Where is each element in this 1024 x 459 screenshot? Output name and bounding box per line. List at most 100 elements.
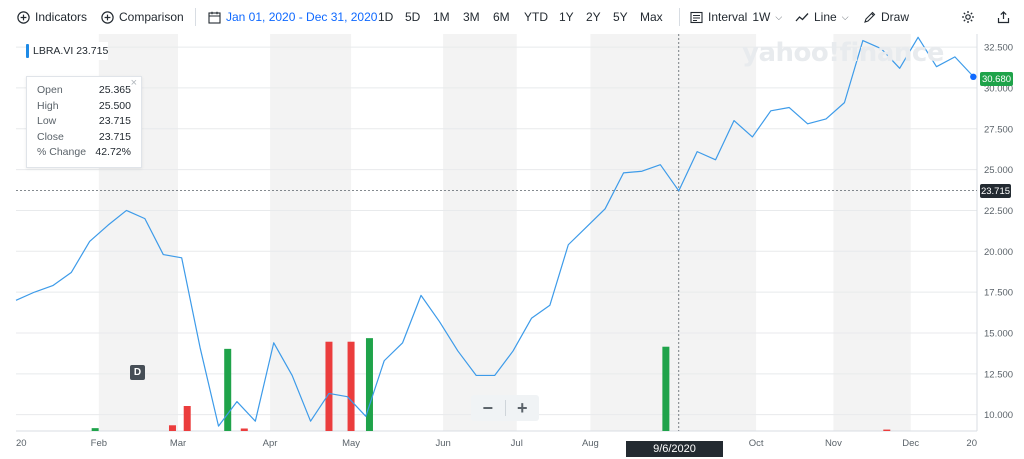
y-tick-label: 15.000 xyxy=(984,328,1013,339)
volume-bar xyxy=(168,425,176,431)
ticker-symbol: LBRA.VI xyxy=(33,45,74,57)
y-tick-label: 22.500 xyxy=(984,206,1013,217)
chart-toolbar: Indicators Comparison Jan 01, 2020 - Dec… xyxy=(0,0,1024,34)
month-band xyxy=(270,34,352,431)
range-5d-button[interactable]: 5D xyxy=(405,10,421,24)
volume-bar xyxy=(662,346,670,431)
toolbar-divider xyxy=(679,8,680,26)
x-tick-label: 20 xyxy=(16,438,27,449)
volume-bars xyxy=(91,338,891,431)
y-tick-label: 20.000 xyxy=(984,247,1013,258)
info-row-open: Open 25.365 xyxy=(37,83,131,99)
volume-bar xyxy=(883,429,891,431)
plus-circle-icon xyxy=(100,10,114,24)
range-max-button[interactable]: Max xyxy=(640,10,663,24)
info-label: Close xyxy=(37,130,64,143)
yahoo-finance-watermark: yahoo!finance xyxy=(742,38,944,68)
zoom-in-button[interactable]: + xyxy=(516,397,528,418)
interval-icon xyxy=(689,10,703,24)
comparison-button[interactable]: Comparison xyxy=(100,10,184,24)
zoom-control: − + xyxy=(471,395,539,421)
x-tick-label: Dec xyxy=(902,438,919,449)
info-label: Low xyxy=(37,115,57,127)
volume-bar xyxy=(224,348,232,431)
interval-value: 1W xyxy=(752,10,771,24)
range-ytd-button[interactable]: YTD xyxy=(524,10,548,24)
month-band xyxy=(833,34,911,431)
x-tick-label: Nov xyxy=(825,438,842,449)
info-value: 23.715 xyxy=(98,130,131,143)
volume-bar xyxy=(183,406,191,431)
y-tick-label: 17.500 xyxy=(984,288,1013,299)
y-tick-label: 25.000 xyxy=(984,165,1013,176)
line-label: Line xyxy=(814,10,837,24)
indicators-label: Indicators xyxy=(35,10,88,24)
series-color-swatch xyxy=(26,44,29,58)
x-tick-label: 20 xyxy=(966,438,977,449)
volume-bar xyxy=(240,428,248,431)
month-band xyxy=(443,34,517,431)
x-tick-label: Aug xyxy=(582,438,599,449)
dividend-marker[interactable]: D xyxy=(130,365,145,380)
x-tick-label: Oct xyxy=(749,438,764,449)
volume-bar xyxy=(91,428,99,431)
info-label: Open xyxy=(37,84,63,96)
volume-bar xyxy=(365,338,373,431)
month-bands xyxy=(98,34,911,431)
interval-label: Interval xyxy=(708,10,748,24)
pencil-icon xyxy=(862,10,876,24)
price-series xyxy=(15,36,977,427)
line-chart-icon xyxy=(795,10,809,24)
ticker-chip[interactable]: LBRA.VI 23.715 xyxy=(26,42,109,60)
settings-button[interactable] xyxy=(961,10,975,24)
last-price-point xyxy=(970,73,977,81)
range-3m-button[interactable]: 3M xyxy=(463,10,480,24)
toolbar-divider xyxy=(195,8,196,26)
x-tick-label: May xyxy=(342,438,360,449)
info-row-change: % Change 42.72% xyxy=(37,145,131,161)
x-tick-label: Jun xyxy=(435,438,450,449)
range-1d-button[interactable]: 1D xyxy=(378,10,394,24)
info-value: 25.500 xyxy=(98,99,131,112)
y-tick-label: 27.500 xyxy=(984,124,1013,135)
date-range-label: Jan 01, 2020 - Dec 31, 2020 xyxy=(226,10,378,24)
indicators-button[interactable]: Indicators xyxy=(16,10,87,24)
draw-button[interactable]: Draw xyxy=(862,10,909,24)
share-icon xyxy=(996,10,1010,24)
chart-type-dropdown[interactable]: Line ⌵ xyxy=(795,10,849,24)
volume-bar xyxy=(347,341,355,431)
info-value: 23.715 xyxy=(98,115,131,127)
y-axis-ticks: 10.000 12.500 15.000 17.500 20.000 22.500 25.0… xyxy=(984,43,1013,422)
date-range-button[interactable]: Jan 01, 2020 - Dec 31, 2020 xyxy=(207,10,377,24)
interval-dropdown[interactable]: Interval 1W ⌵ xyxy=(689,10,782,24)
volume-bar xyxy=(325,341,333,431)
close-icon[interactable]: × xyxy=(130,77,137,89)
share-button[interactable] xyxy=(996,10,1010,24)
range-2y-button[interactable]: 2Y xyxy=(586,10,601,24)
range-5y-button[interactable]: 5Y xyxy=(613,10,628,24)
y-tick-label: 10.000 xyxy=(984,410,1013,421)
crosshair-date-label: 9/6/2020 xyxy=(626,441,723,457)
x-tick-label: Jul xyxy=(511,438,523,449)
zoom-out-button[interactable]: − xyxy=(482,397,493,418)
x-axis-ticks: 20 Feb Mar Apr May Jun Jul Aug Oct Nov Dec 20 xyxy=(16,438,977,449)
draw-label: Draw xyxy=(881,10,910,24)
range-1y-button[interactable]: 1Y xyxy=(559,10,574,24)
range-1m-button[interactable]: 1M xyxy=(433,10,450,24)
crosshair xyxy=(16,34,977,431)
info-row-low: Low 23.715 xyxy=(37,114,131,130)
info-value: 42.72% xyxy=(95,146,131,158)
price-line xyxy=(15,36,974,427)
range-6m-button[interactable]: 6M xyxy=(493,10,510,24)
info-label: % Change xyxy=(37,146,87,158)
gear-icon xyxy=(961,10,975,24)
x-tick-label: Feb xyxy=(91,438,107,449)
x-tick-label: Apr xyxy=(263,438,278,449)
calendar-icon xyxy=(207,10,221,24)
comparison-label: Comparison xyxy=(119,10,184,24)
zoom-divider xyxy=(504,400,506,416)
y-tick-label: 30.000 xyxy=(984,83,1013,94)
crosshair-price-label: 23.715 xyxy=(980,184,1011,198)
month-band xyxy=(590,34,757,431)
